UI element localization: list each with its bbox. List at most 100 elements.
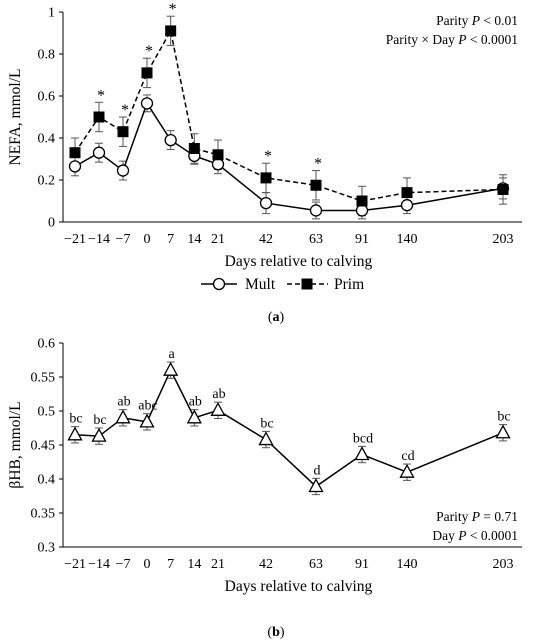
significance-star: * <box>314 156 322 173</box>
data-point-mult <box>140 97 154 110</box>
data-point-prim <box>401 187 413 199</box>
significance-letter: abc <box>138 399 157 414</box>
data-point <box>139 413 155 428</box>
data-point-mult <box>68 160 82 173</box>
data-point-prim <box>310 179 322 191</box>
data-point-mult <box>116 164 130 177</box>
x-tick-label: 63 <box>309 557 323 572</box>
y-tick-label: 0.45 <box>31 439 56 454</box>
series-line-mult <box>74 101 504 212</box>
x-tick-label: 21 <box>211 557 225 572</box>
significance-letter: bc <box>497 410 510 425</box>
data-point-prim <box>165 25 177 37</box>
data-point-prim <box>497 183 509 195</box>
y-tick-label: 0.8 <box>38 48 56 63</box>
data-point-prim <box>141 67 153 79</box>
data-point-mult <box>259 196 273 210</box>
stat-annotation: Parity P < 0.01 <box>436 13 518 28</box>
y-tick-label: 1 <box>48 6 55 21</box>
significance-star: * <box>97 87 105 104</box>
data-point <box>308 478 324 493</box>
significance-letter: bcd <box>353 431 373 446</box>
data-point-mult <box>164 133 177 147</box>
data-point-prim <box>117 126 129 138</box>
x-tick-label: 0 <box>144 232 151 247</box>
data-point-prim <box>301 278 313 290</box>
significance-letter: ab <box>189 395 202 410</box>
y-tick-label: 0.2 <box>38 174 56 189</box>
data-point-prim <box>356 195 368 207</box>
significance-letter: ab <box>212 387 225 402</box>
legend-label-mult: Mult <box>245 276 276 293</box>
data-point <box>91 427 107 442</box>
data-point-mult <box>355 204 369 217</box>
legend-label-prim: Prim <box>334 276 364 293</box>
data-point-prim <box>93 111 105 123</box>
data-point-prim <box>212 149 224 161</box>
x-tick-label: 42 <box>259 232 273 247</box>
data-point-mult <box>400 199 414 212</box>
stat-annotation: Parity × Day P < 0.0001 <box>386 32 518 47</box>
y-tick-label: 0.3 <box>38 541 56 556</box>
x-axis-title: Days relative to calving <box>225 253 373 270</box>
significance-letter: bc <box>69 412 82 427</box>
x-tick-label: −7 <box>116 557 131 572</box>
x-tick-label: 14 <box>187 232 201 247</box>
significance-star: * <box>264 148 272 165</box>
y-tick-label: 0 <box>48 216 55 231</box>
x-tick-label: −7 <box>116 232 131 247</box>
x-tick-label: 91 <box>355 557 369 572</box>
data-point <box>354 446 370 461</box>
panel-label: (a) <box>268 310 285 325</box>
y-tick-label: 0.4 <box>38 132 56 147</box>
stat-annotation: Day P < 0.0001 <box>432 528 518 543</box>
chart-bhb: 0.3 0.35 0.4 0.45 0.5 0.55 0.6 −21 −14 −7 0 7 14 21 42… <box>7 337 522 640</box>
series-line <box>74 368 504 488</box>
y-axis-title: NEFA, mmol/L <box>7 68 24 165</box>
data-point-mult <box>309 204 323 217</box>
y-tick-label: 0.35 <box>31 507 56 522</box>
data-point-prim <box>69 147 81 159</box>
data-point-mult <box>211 158 225 171</box>
data-point-prim <box>260 172 272 184</box>
x-tick-label: 7 <box>167 232 174 247</box>
significance-letter: cd <box>401 449 414 464</box>
data-point <box>258 431 274 446</box>
legend: Mult Prim <box>201 276 364 293</box>
x-tick-label: 203 <box>493 232 514 247</box>
data-point <box>186 409 202 424</box>
x-tick-label: 203 <box>493 557 514 572</box>
significance-star: * <box>145 43 153 60</box>
significance-star: * <box>121 102 129 119</box>
stat-annotation: Parity P = 0.71 <box>436 509 518 524</box>
x-tick-label: 42 <box>259 557 273 572</box>
significance-letter: bc <box>260 416 273 431</box>
data-point-prim <box>188 143 200 154</box>
x-tick-label: −21 <box>64 232 86 247</box>
significance-letter: ab <box>117 395 130 410</box>
x-tick-label: −14 <box>88 232 110 247</box>
data-point <box>495 424 511 439</box>
significance-letter: d <box>314 463 321 478</box>
y-tick-label: 0.6 <box>38 337 56 352</box>
chart-nefa: 0 0.2 0.4 0.6 0.8 1 −21 −14 −7 0 7 14 21 42 63 91 140 203… <box>7 1 522 325</box>
data-point <box>67 426 83 441</box>
significance-star: * <box>169 1 177 18</box>
x-tick-label: 140 <box>397 232 418 247</box>
panel-label: (b) <box>267 625 284 640</box>
x-tick-label: 63 <box>309 232 323 247</box>
y-tick-label: 0.5 <box>38 405 56 420</box>
x-tick-label: 14 <box>187 557 201 572</box>
x-tick-label: 0 <box>144 557 151 572</box>
x-tick-label: 91 <box>355 232 369 247</box>
x-tick-label: 21 <box>211 232 225 247</box>
y-tick-label: 0.6 <box>38 90 56 105</box>
data-point <box>210 401 226 416</box>
significance-letter: a <box>169 347 176 362</box>
x-tick-label: −21 <box>64 557 86 572</box>
data-point <box>163 361 179 376</box>
y-axis-title: βHB, mmol/L <box>7 401 24 488</box>
data-point-mult <box>212 277 226 291</box>
data-point <box>115 409 131 424</box>
